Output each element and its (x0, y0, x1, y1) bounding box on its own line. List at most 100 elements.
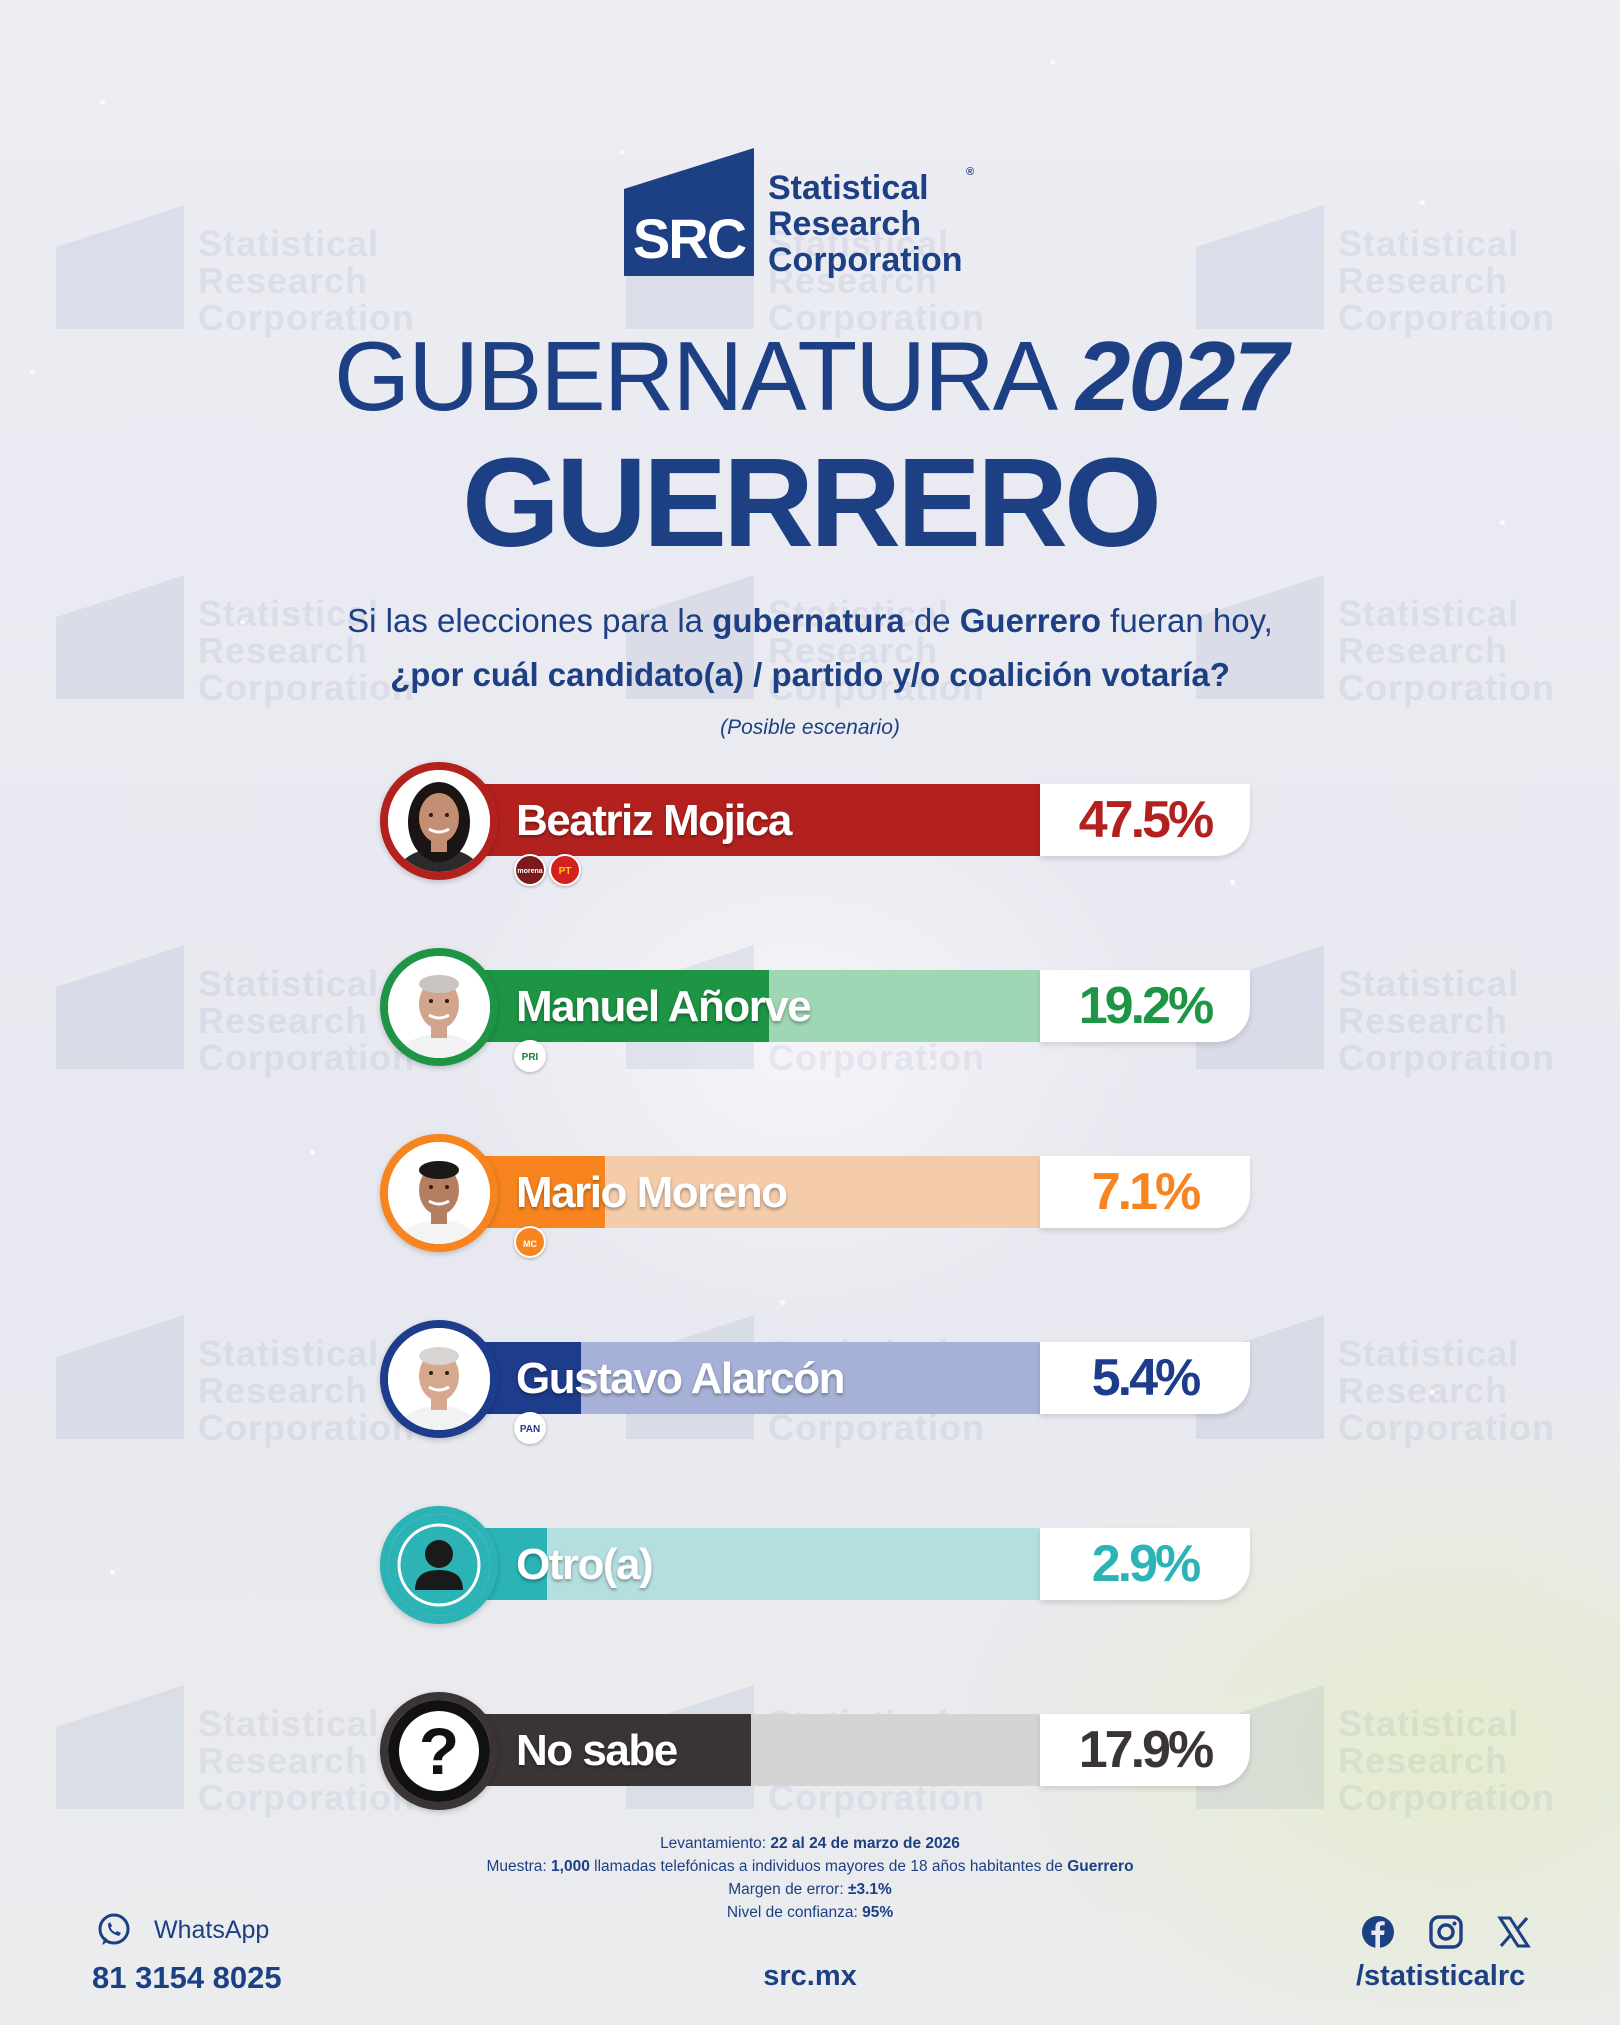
svg-text:?: ? (419, 1714, 459, 1788)
candidate-name: Otro(a) (516, 1540, 654, 1589)
title-state: GUERRERO (461, 432, 1162, 573)
scenario-note: (Posible escenario) (720, 716, 900, 739)
sparkle-dot (100, 100, 105, 105)
logo-line-3: Corporation (768, 241, 963, 279)
bar-track (472, 1714, 1152, 1786)
title-gubernatura: GUBERNATURA 2027 (0, 320, 1620, 433)
bar-fill (472, 784, 1152, 856)
bar-track (472, 970, 1152, 1042)
phone-number[interactable]: 81 3154 8025 (92, 1960, 282, 1995)
sparkle-dot (1430, 1390, 1435, 1395)
percent-box: 2.9% (1040, 1528, 1250, 1600)
party-logo-mc: MC (514, 1226, 546, 1258)
sparkle-dot (310, 1150, 315, 1155)
bar-row: Beatriz Mojica 47.5% morena PT (380, 762, 1250, 886)
bar-row: Otro(a) 2.9% (380, 1506, 1250, 1630)
facebook-icon[interactable] (1360, 1914, 1396, 1950)
sparkle-dot (110, 1570, 115, 1575)
bar-row: No sabe 17.9%? (380, 1692, 1250, 1816)
bar-track (472, 1342, 1152, 1414)
question-icon: ? (380, 1692, 498, 1810)
sparkle-dot (1230, 880, 1235, 885)
party-logo-morena: morena (514, 854, 546, 886)
party-badges: PRI (514, 1040, 549, 1074)
candidate-name: Manuel Añorve (516, 982, 812, 1031)
social-handle[interactable]: /statisticalrc (1356, 1960, 1526, 1992)
percent-box: 17.9% (1040, 1714, 1250, 1786)
party-logo-pri: PRI (514, 1040, 546, 1072)
title-year: 2027 (1075, 321, 1288, 431)
survey-dates: Levantamiento: 22 al 24 de marzo de 2026 (660, 1835, 960, 1852)
bar-track (472, 784, 1152, 856)
logo-abbr: SRC (632, 207, 747, 270)
bar-background (472, 1342, 1152, 1414)
percent-label: 19.2% (1078, 977, 1214, 1035)
bar-background (472, 1528, 1152, 1600)
candidate-name: Gustavo Alarcón (516, 1354, 845, 1403)
sparkle-dot (1420, 200, 1425, 205)
percent-box: 5.4% (1040, 1342, 1250, 1414)
percent-box: 7.1% (1040, 1156, 1250, 1228)
instagram-icon[interactable] (1428, 1914, 1464, 1950)
question-line-1: Si las elecciones para la gubernatura de… (347, 602, 1273, 639)
x-icon[interactable] (1496, 1914, 1532, 1950)
candidate-photo (380, 762, 498, 880)
candidate-photo (380, 1320, 498, 1438)
bar-track (472, 1156, 1152, 1228)
percent-label: 17.9% (1078, 1721, 1214, 1779)
percent-box: 47.5% (1040, 784, 1250, 856)
logo-line-1: Statistical (768, 169, 929, 207)
sparkle-dot (1500, 520, 1505, 525)
margin-of-error: Margen de error: ±3.1% (728, 1881, 892, 1898)
bar-row: Gustavo Alarcón 5.4% PAN (380, 1320, 1250, 1444)
src-logo: SRC Statistical Research Corporation ® (624, 148, 1004, 278)
person-icon (380, 1506, 498, 1624)
confidence-level: Nivel de confianza: 95% (726, 1904, 894, 1921)
question-line-2: ¿por cuál candidato(a) / partido y/o coa… (390, 656, 1230, 693)
bar-fill (472, 970, 770, 1042)
sparkle-dot (1050, 60, 1055, 65)
percent-label: 5.4% (1091, 1349, 1202, 1407)
sparkle-dot (240, 620, 245, 625)
percent-label: 2.9% (1091, 1535, 1202, 1593)
bar-row: Manuel Añorve 19.2% PRI (380, 948, 1250, 1072)
website-link[interactable]: src.mx (763, 1960, 857, 1992)
logo-wordmark: Statistical Research Corporation (768, 170, 963, 278)
party-logo-pan: PAN (514, 1412, 546, 1444)
sample-info: Muestra: 1,000 llamadas telefónicas a in… (486, 1858, 1134, 1875)
candidate-photo (380, 948, 498, 1066)
sparkle-dot (780, 1300, 785, 1305)
sparkle-dot (620, 150, 625, 155)
party-badges: MC (514, 1226, 549, 1260)
methodology-footnote: Levantamiento: 22 al 24 de marzo de 2026… (0, 1832, 1620, 1924)
whatsapp-label: WhatsApp (154, 1916, 270, 1944)
candidate-name: Mario Moreno (516, 1168, 788, 1217)
logo-line-2: Research (768, 205, 922, 243)
bar-track (472, 1528, 1152, 1600)
whatsapp-icon (98, 1913, 130, 1945)
party-badges: PAN (514, 1412, 549, 1446)
party-badges: morena PT (514, 854, 584, 888)
bar-row: Mario Moreno 7.1% MC (380, 1134, 1250, 1258)
registered-mark: ® (966, 166, 975, 178)
sparkle-dot (930, 1060, 935, 1065)
candidate-photo (380, 1134, 498, 1252)
percent-label: 47.5% (1078, 791, 1214, 849)
percent-box: 19.2% (1040, 970, 1250, 1042)
candidate-name: Beatriz Mojica (516, 796, 792, 845)
bar-fill (472, 1714, 752, 1786)
title-word: GUBERNATURA (334, 321, 1053, 431)
survey-question: Si las elecciones para la gubernatura de… (0, 594, 1620, 702)
party-logo-pt: PT (549, 854, 581, 886)
sparkle-dot (30, 370, 35, 375)
